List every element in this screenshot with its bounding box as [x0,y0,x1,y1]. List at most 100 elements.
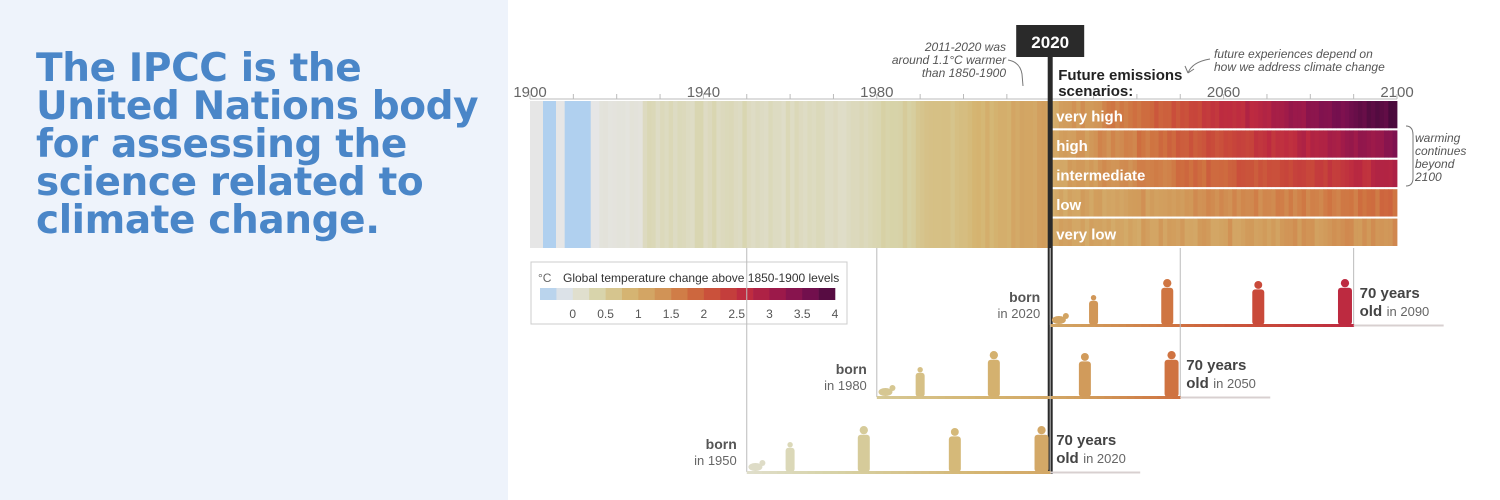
lifeline-segment [1330,324,1339,327]
scenario-stripe [1201,159,1207,188]
history-stripe [959,101,964,248]
lifeline-segment [1300,324,1309,327]
scenario-stripe [1340,101,1346,129]
scenario-stripe [1097,218,1103,246]
scenario-stripe [1292,130,1298,158]
scenario-stripe [1063,101,1068,129]
scenario-label: very low [1056,226,1116,243]
lifeline-segment [1103,324,1112,327]
scenario-stripe [1323,159,1329,188]
scenario-stripe [1353,218,1359,246]
scenario-stripe [1123,159,1129,188]
scenario-stripe [1232,130,1237,158]
scenario-stripe [1115,159,1120,188]
lifeline-segment [1239,324,1248,327]
scenario-stripe [1336,189,1342,217]
scenario-stripe [1158,218,1164,246]
lifeline-segment [1036,396,1045,399]
scenario-stripe [1128,218,1133,246]
scenario-stripe [1084,159,1090,188]
scenario-stripe [1245,159,1251,188]
lifeline-segment [936,471,945,474]
scenario-stripe [1184,159,1190,188]
history-stripe [573,101,579,248]
history-stripe [530,101,535,248]
scenario-stripe [1392,218,1398,246]
history-stripe [538,101,544,248]
scenario-stripe [1344,159,1350,188]
scenario-stripe [1362,159,1368,188]
scenario-stripe [1188,218,1194,246]
history-stripe [963,101,969,248]
person-figure [1254,281,1263,289]
scenario-stripe [1206,218,1211,246]
scenario-stripe [1175,130,1181,158]
lifeline-segment [1172,396,1181,399]
scenario-stripe [1236,189,1242,217]
lifeline-segment [1186,324,1195,327]
scenario-stripe [1097,130,1103,158]
scenario-stripe [1149,159,1155,188]
scenario-stripe [1288,218,1294,246]
scenario-stripe [1258,101,1264,129]
lifeline-segment [1050,324,1059,327]
lifeline-segment [1148,324,1157,327]
scenario-stripe [1245,218,1251,246]
lifeline-segment [1043,396,1052,399]
legend-swatch [621,288,639,300]
scenario-stripe [1292,101,1298,129]
scenario-stripe [1375,130,1381,158]
scenario-stripe [1067,101,1073,129]
history-stripe [612,101,618,248]
scenario-stripe [1240,130,1246,158]
scenario-stripe [1214,189,1220,217]
history-stripe [1015,101,1021,248]
scenario-stripe [1063,130,1068,158]
scenario-stripe [1258,130,1264,158]
history-stripe [759,101,765,248]
scenario-stripe [1375,101,1381,129]
history-stripe [816,101,821,248]
scenario-stripe [1349,101,1355,129]
person-figure [1078,361,1091,397]
scenario-stripe [1249,189,1255,217]
scenario-stripe [1093,218,1099,246]
age70-label: 70 years [1360,285,1420,302]
year-2020-label: 2020 [1031,33,1069,52]
scenario-stripe [1262,101,1268,129]
scenario-stripe [1340,159,1346,188]
history-stripe [876,101,882,248]
person-figure [1340,279,1350,288]
scenario-stripe [1136,130,1142,158]
lifeline-segment [1096,396,1105,399]
scenario-stripe [1071,130,1077,158]
lifeline-segment [1013,396,1022,399]
x-tick-label: 1940 [687,84,720,101]
lifeline-segment [906,471,915,474]
scenario-stripe [1258,189,1264,217]
history-stripe [751,101,756,248]
history-stripe [586,101,592,248]
scenario-stripe [1392,101,1398,129]
scenario-stripe [1323,189,1329,217]
scenario-stripe [1288,130,1294,158]
lifeline-segment [975,396,984,399]
lifeline-segment [1119,396,1128,399]
scenario-stripe [1223,130,1229,158]
lifeline-segment [1133,324,1142,327]
scenario-stripe [1132,101,1138,129]
scenario-stripe [1080,159,1086,188]
scenario-stripe [1188,189,1194,217]
person-figure [948,436,961,472]
lifeline-segment [1019,471,1028,474]
born-label: born [706,436,737,452]
scenario-stripe [1336,130,1342,158]
lifeline-tail [1180,396,1271,399]
legend-swatch [572,288,590,300]
history-stripe [920,101,925,248]
lifeline-segment [952,396,961,399]
age70-year: in 2050 [1213,376,1256,391]
scenario-stripe [1279,101,1285,129]
legend-swatch [818,288,836,300]
scenario-stripe [1284,189,1290,217]
